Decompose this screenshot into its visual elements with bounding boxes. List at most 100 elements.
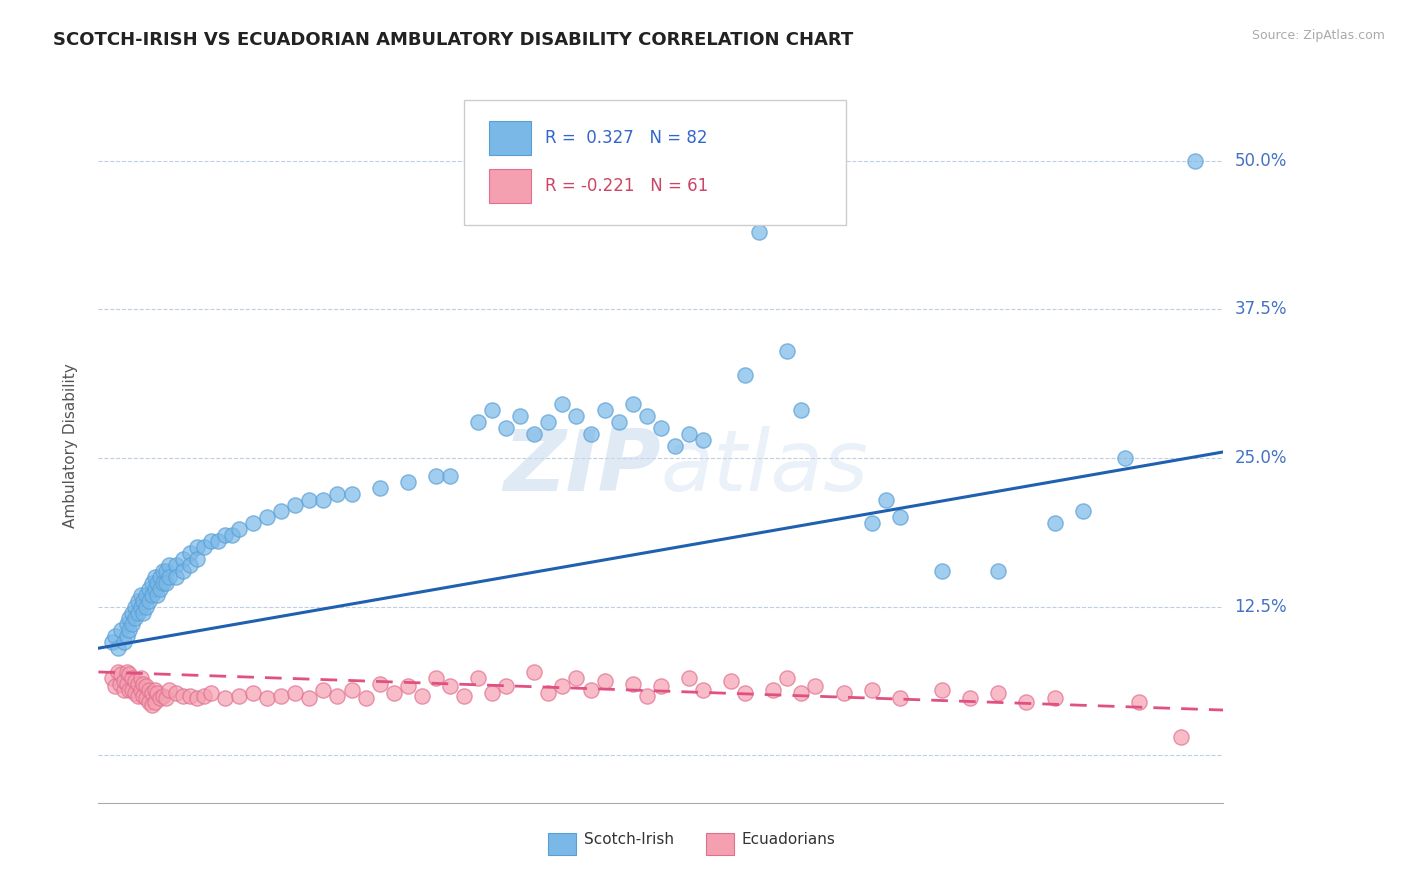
Point [579, 682, 602, 697]
Point [495, 421, 517, 435]
Point [155, 564, 177, 578]
Point [312, 492, 335, 507]
Point [228, 522, 250, 536]
Point [124, 599, 146, 614]
Point [593, 674, 616, 689]
Point [396, 475, 419, 489]
Text: SCOTCH-IRISH VS ECUADORIAN AMBULATORY DISABILITY CORRELATION CHART: SCOTCH-IRISH VS ECUADORIAN AMBULATORY DI… [53, 31, 853, 49]
Point [143, 682, 166, 697]
Point [368, 677, 391, 691]
Point [179, 558, 201, 572]
Point [172, 689, 194, 703]
Point [242, 516, 264, 531]
Point [129, 588, 152, 602]
Point [121, 606, 143, 620]
Point [312, 682, 335, 697]
Point [467, 415, 489, 429]
Point [439, 468, 461, 483]
Point [146, 575, 169, 590]
Point [149, 570, 172, 584]
Point [1015, 695, 1038, 709]
Point [200, 686, 222, 700]
Point [579, 427, 602, 442]
Point [621, 677, 644, 691]
Point [193, 540, 215, 554]
Point [748, 225, 770, 239]
Point [650, 679, 672, 693]
Text: R =  0.327   N = 82: R = 0.327 N = 82 [546, 128, 707, 146]
Point [121, 617, 143, 632]
Point [138, 682, 160, 697]
Point [115, 665, 138, 679]
Point [138, 593, 160, 607]
Point [495, 679, 517, 693]
Point [146, 588, 169, 602]
Point [207, 534, 229, 549]
Point [135, 599, 157, 614]
Point [650, 421, 672, 435]
Point [860, 516, 883, 531]
Point [537, 415, 560, 429]
Point [832, 686, 855, 700]
Point [127, 677, 149, 691]
Point [146, 686, 169, 700]
Point [157, 558, 180, 572]
FancyBboxPatch shape [489, 120, 531, 155]
Point [129, 682, 152, 697]
Point [112, 635, 135, 649]
Point [1114, 450, 1136, 465]
Point [214, 528, 236, 542]
Point [110, 667, 132, 681]
Point [340, 486, 363, 500]
FancyBboxPatch shape [548, 833, 576, 855]
Point [284, 499, 307, 513]
Point [135, 691, 157, 706]
Point [734, 686, 756, 700]
Point [678, 671, 700, 685]
Point [762, 682, 785, 697]
Point [1128, 695, 1150, 709]
Text: 50.0%: 50.0% [1234, 152, 1286, 169]
Point [127, 606, 149, 620]
Point [149, 582, 172, 596]
Point [326, 689, 349, 703]
Point [115, 617, 138, 632]
Point [551, 397, 574, 411]
Point [776, 671, 799, 685]
Point [135, 679, 157, 693]
Point [565, 409, 588, 424]
Point [112, 682, 135, 697]
Point [115, 677, 138, 691]
Point [157, 682, 180, 697]
Point [141, 588, 163, 602]
Text: 12.5%: 12.5% [1234, 598, 1286, 615]
Point [298, 492, 321, 507]
FancyBboxPatch shape [489, 169, 531, 203]
Point [200, 534, 222, 549]
Point [256, 510, 278, 524]
Text: ZIP: ZIP [503, 425, 661, 509]
Point [121, 682, 143, 697]
Point [523, 665, 546, 679]
Point [439, 679, 461, 693]
Point [354, 691, 377, 706]
Point [678, 427, 700, 442]
Point [523, 427, 546, 442]
Point [115, 629, 138, 643]
Point [104, 679, 127, 693]
Point [621, 397, 644, 411]
Point [931, 682, 953, 697]
Text: Ecuadorians: Ecuadorians [742, 832, 835, 847]
Point [107, 665, 129, 679]
Point [284, 686, 307, 700]
Point [179, 546, 201, 560]
Point [101, 635, 124, 649]
Point [108, 677, 131, 691]
Point [138, 695, 160, 709]
Point [720, 674, 742, 689]
Text: Scotch-Irish: Scotch-Irish [585, 832, 675, 847]
Point [172, 564, 194, 578]
Point [593, 403, 616, 417]
Point [270, 689, 292, 703]
Point [141, 698, 163, 713]
